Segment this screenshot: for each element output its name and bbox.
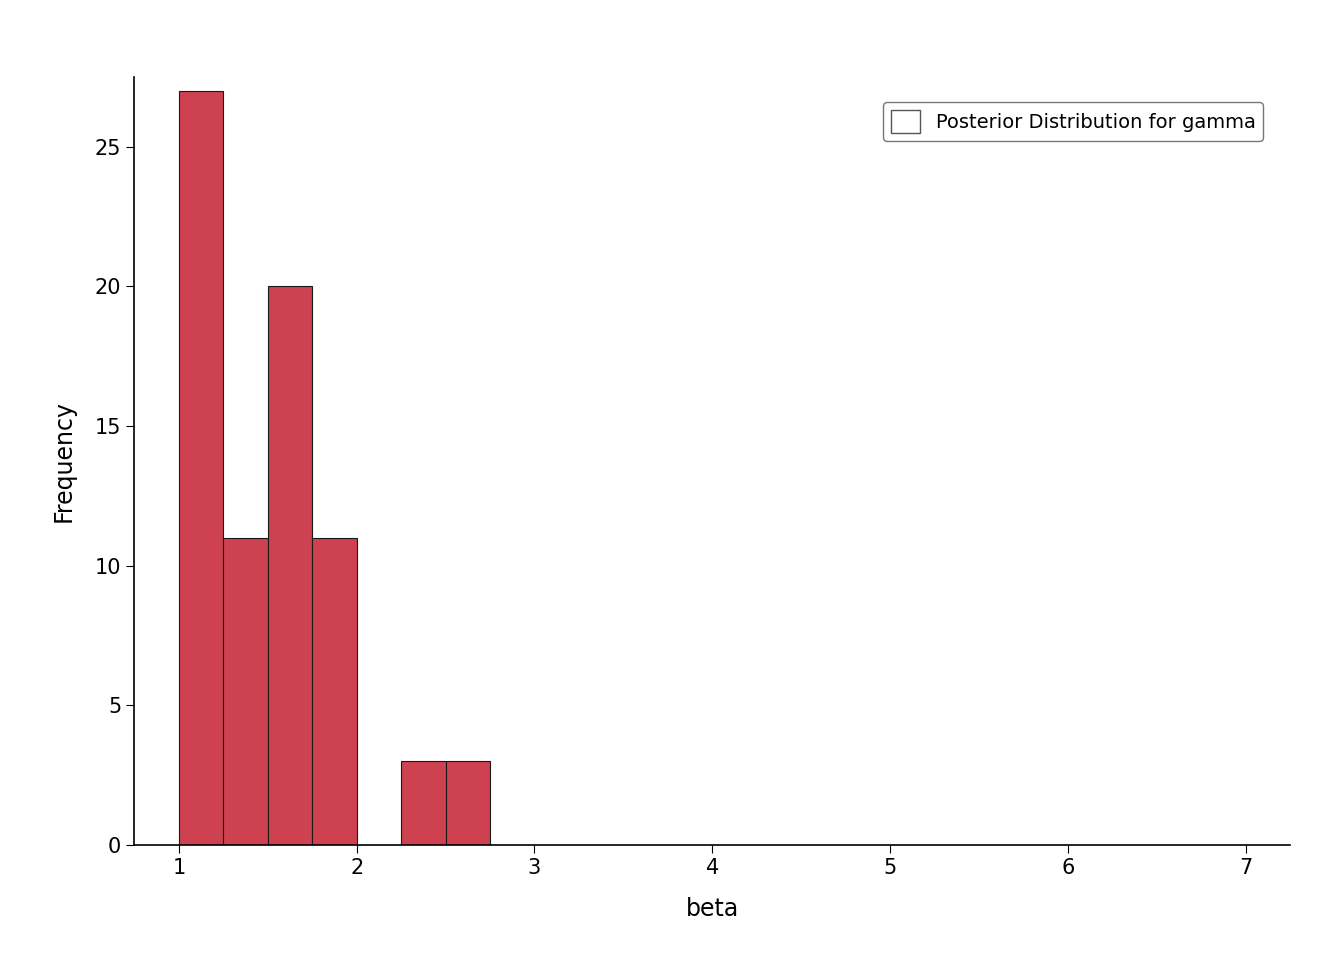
- Bar: [446, 761, 491, 845]
- Bar: [401, 761, 446, 845]
- Bar: [267, 286, 312, 845]
- Bar: [179, 91, 223, 845]
- Y-axis label: Frequency: Frequency: [51, 399, 75, 522]
- Legend: Posterior Distribution for gamma: Posterior Distribution for gamma: [883, 102, 1263, 141]
- X-axis label: beta: beta: [685, 898, 739, 922]
- Bar: [223, 538, 267, 845]
- Bar: [312, 538, 356, 845]
